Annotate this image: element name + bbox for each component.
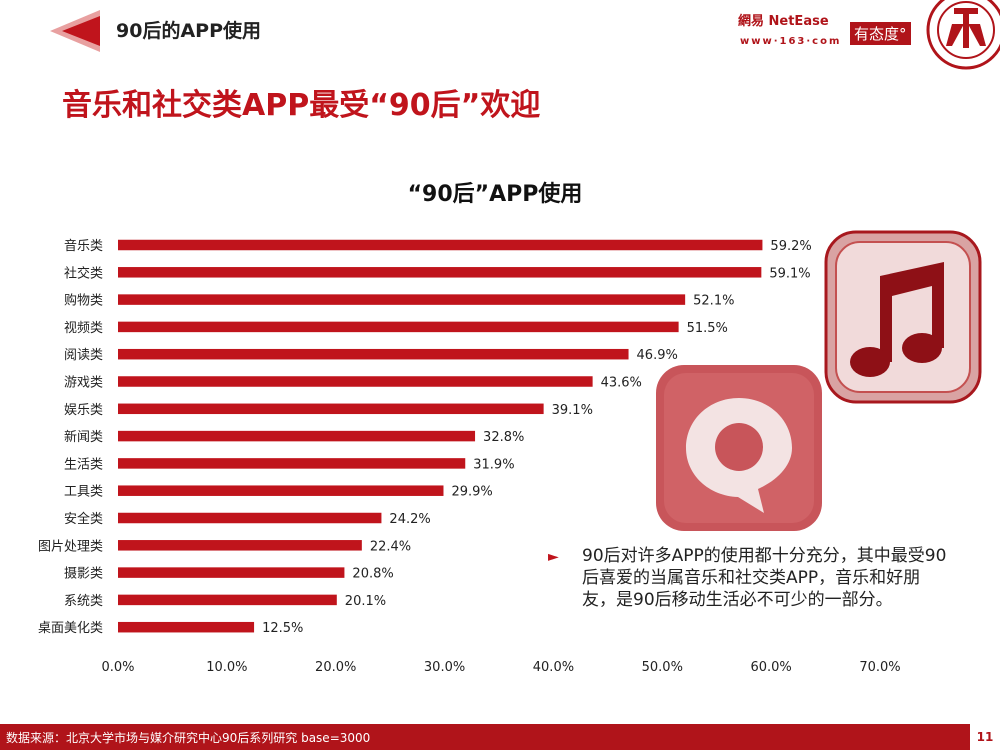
value-label: 20.8% [352,567,393,582]
category-label: 阅读类 [64,348,103,363]
value-label: 39.1% [552,403,593,418]
category-label: 摄影类 [64,567,103,582]
value-label: 12.5% [262,621,303,636]
category-label: 工具类 [64,485,103,500]
bar [118,430,476,442]
category-label: 音乐类 [64,238,103,254]
q-chat-icon [656,365,822,531]
bullet-icon: ► [548,549,559,565]
bar [118,267,762,278]
netease-url: www·163·com [740,36,842,47]
category-label: 生活类 [64,457,103,472]
chart-title: “90后”APP使用 [407,182,583,207]
category-label: 系统类 [64,594,103,609]
bar [118,458,466,469]
value-label: 52.1% [693,294,734,309]
category-label: 娱乐类 [64,403,103,418]
page-number: 11 [970,724,1000,750]
value-label: 32.8% [483,430,524,445]
x-tick-label: 60.0% [750,660,791,675]
category-label: 社交类 [64,265,103,281]
value-label: 22.4% [370,539,411,554]
header-arrow-icon [50,10,100,52]
x-tick-label: 0.0% [101,660,134,675]
bar [118,376,593,387]
youtaidu-badge: 有态度° [850,22,911,45]
value-label: 31.9% [473,457,514,472]
category-label: 桌面美化类 [38,621,103,636]
bar [118,485,444,496]
bar-chart: 音乐类 59.2% 社交类 59.1% 购物类 52.1% 视频类 51.5% 阅读类 46.9%… [38,238,901,675]
music-note-icon [824,230,982,404]
value-label: 29.9% [451,485,492,500]
bar [118,594,337,606]
bar [118,512,382,524]
x-tick-label: 30.0% [424,660,465,675]
bar [118,294,686,305]
value-label: 43.6% [601,376,642,391]
category-label: 购物类 [64,293,103,309]
value-label: 46.9% [637,348,678,363]
bar [118,348,629,360]
note-callout: ► 90后对许多APP的使用都十分充分，其中最受90后喜爱的当属音乐和社交类AP… [548,545,948,611]
x-tick-label: 40.0% [533,660,574,675]
bar [118,621,255,633]
main-title: 音乐和社交类APP最受“90后”欢迎 [62,88,541,123]
category-label: 游戏类 [64,376,103,391]
value-label: 59.1% [769,266,810,281]
footer: 数据来源：北京大学市场与媒介研究中心90后系列研究 base=3000 11 [0,724,1000,750]
header-title: 90后的APP使用 [116,20,261,42]
bar [118,540,362,551]
top-bar: 90后的APP使用 網易 NetEase www·163·com 有态度° [0,0,1000,70]
x-tick-label: 50.0% [642,660,683,675]
value-label: 24.2% [389,512,430,527]
category-label: 视频类 [64,321,103,336]
data-source: 数据来源：北京大学市场与媒介研究中心90后系列研究 base=3000 [6,731,371,745]
bar [118,403,544,415]
note-text: 90后对许多APP的使用都十分充分，其中最受90后喜爱的当属音乐和社交类APP，… [582,546,947,610]
category-label: 新闻类 [64,429,103,445]
x-tick-label: 20.0% [315,660,356,675]
value-label: 51.5% [687,321,728,336]
category-label: 安全类 [64,511,103,527]
bar [118,567,345,578]
x-tick-label: 70.0% [859,660,900,675]
category-label: 图片处理类 [38,539,103,554]
bar [118,239,763,251]
netease-logo: 網易 NetEase [738,14,829,29]
bar [118,321,679,333]
x-tick-label: 10.0% [206,660,247,675]
value-label: 59.2% [770,239,811,254]
university-seal-icon [926,0,1000,70]
value-label: 20.1% [345,594,386,609]
